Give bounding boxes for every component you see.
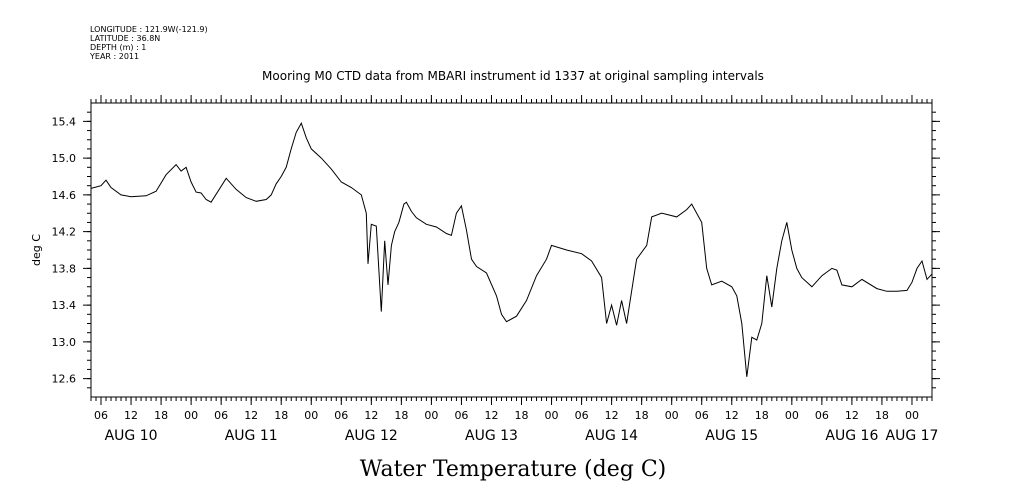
y-tick-label: 13.0 bbox=[52, 336, 77, 349]
x-hour-tick-label: 00 bbox=[665, 409, 679, 422]
x-hour-tick-label: 12 bbox=[484, 409, 498, 422]
longitude-text: LONGITUDE : 121.9W(-121.9) bbox=[90, 25, 208, 34]
y-tick-label: 13.4 bbox=[52, 299, 77, 312]
y-tick-label: 13.8 bbox=[52, 262, 77, 275]
x-hour-tick-label: 06 bbox=[214, 409, 228, 422]
temperature-series-line bbox=[90, 121, 933, 377]
x-hour-tick-label: 18 bbox=[274, 409, 288, 422]
y-tick-label: 15.4 bbox=[52, 115, 77, 128]
x-day-label: AUG 14 bbox=[585, 428, 638, 444]
year-text: YEAR : 2011 bbox=[89, 52, 139, 61]
x-hour-tick-label: 00 bbox=[905, 409, 919, 422]
x-hour-tick-label: 00 bbox=[785, 409, 799, 422]
latitude-text: LATITUDE : 36.8N bbox=[90, 34, 160, 43]
y-ticks: 12.6 13.0 13.4 13.8 14.2 14.6 15.0 15.4 bbox=[52, 115, 940, 386]
y-axis-label: deg C bbox=[30, 234, 43, 266]
x-hour-tick-label: 06 bbox=[334, 409, 348, 422]
x-day-label: AUG 12 bbox=[345, 428, 398, 444]
x-hour-tick-label: 12 bbox=[605, 409, 619, 422]
x-hour-tick-label: 00 bbox=[304, 409, 318, 422]
series-group bbox=[90, 121, 933, 377]
x-hour-tick-label: 00 bbox=[424, 409, 438, 422]
y-tick-label: 14.2 bbox=[52, 226, 77, 239]
x-hour-tick-label: 06 bbox=[815, 409, 829, 422]
chart-title: Mooring M0 CTD data from MBARI instrumen… bbox=[262, 69, 764, 83]
x-hour-tick-label: 12 bbox=[725, 409, 739, 422]
x-hour-tick-label: 18 bbox=[875, 409, 889, 422]
x-hour-tick-label: 06 bbox=[695, 409, 709, 422]
plot-frame bbox=[90, 102, 933, 398]
x-day-label: AUG 16 bbox=[825, 428, 878, 444]
x-hour-tick-label: 18 bbox=[154, 409, 168, 422]
x-hour-tick-label: 12 bbox=[124, 409, 138, 422]
x-hour-tick-label: 06 bbox=[454, 409, 468, 422]
x-axis-label: Water Temperature (deg C) bbox=[360, 457, 667, 482]
minor-ticks bbox=[87, 99, 936, 401]
x-day-label: AUG 10 bbox=[105, 428, 158, 444]
x-hour-tick-label: 06 bbox=[575, 409, 589, 422]
depth-text: DEPTH (m) : 1 bbox=[90, 43, 146, 52]
y-tick-label: 12.6 bbox=[52, 373, 77, 386]
x-hour-tick-label: 00 bbox=[184, 409, 198, 422]
x-hour-tick-label: 06 bbox=[94, 409, 108, 422]
x-hour-tick-label: 12 bbox=[845, 409, 859, 422]
x-day-label: AUG 17 bbox=[886, 428, 939, 444]
metadata-block: LONGITUDE : 121.9W(-121.9) LATITUDE : 36… bbox=[89, 25, 208, 61]
x-hour-tick-label: 18 bbox=[394, 409, 408, 422]
x-day-label: AUG 13 bbox=[465, 428, 518, 444]
x-hour-tick-label: 18 bbox=[755, 409, 769, 422]
x-hour-tick-label: 12 bbox=[244, 409, 258, 422]
x-hour-tick-label: 18 bbox=[635, 409, 649, 422]
x-day-label: AUG 11 bbox=[225, 428, 278, 444]
x-hour-tick-label: 18 bbox=[515, 409, 529, 422]
y-tick-label: 15.0 bbox=[52, 152, 77, 165]
x-hour-tick-label: 00 bbox=[545, 409, 559, 422]
y-tick-label: 14.6 bbox=[52, 189, 77, 202]
x-hour-tick-label: 12 bbox=[364, 409, 378, 422]
x-ticks: 06 12 18 00 06 12 18 00 06 12 18 00 06 12 18 00 06 12 18 00… bbox=[94, 95, 919, 422]
day-labels: AUG 10 AUG 11 AUG 12 AUG 13 AUG 14 AUG 15 AUG … bbox=[105, 428, 939, 444]
x-day-label: AUG 15 bbox=[705, 428, 758, 444]
